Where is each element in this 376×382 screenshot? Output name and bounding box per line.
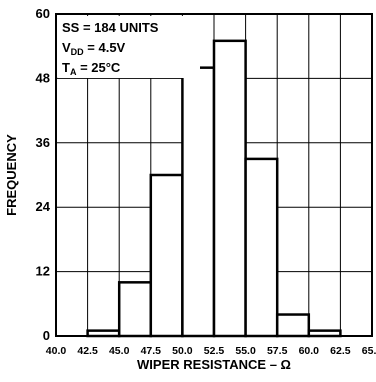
histogram-bar: [212, 39, 247, 338]
annotation-vdd: VDD = 4.5V: [62, 40, 126, 57]
annotation-ta-value: = 25°C: [76, 60, 120, 75]
x-tick-label: 57.5: [267, 345, 288, 357]
y-tick-label: 24: [36, 199, 51, 214]
annotation-vdd-value: = 4.5V: [84, 40, 126, 55]
x-axis-label: WIPER RESISTANCE – Ω: [137, 357, 291, 372]
annotation-ta-symbol: T: [62, 60, 70, 75]
x-tick-label: 65.0: [362, 345, 376, 357]
annotation-box: SS = 184 UNITS VDD = 4.5V TA = 25°C: [58, 16, 200, 78]
histogram-bar: [181, 66, 216, 338]
y-tick-label: 12: [36, 264, 50, 279]
annotation-vdd-symbol: V: [62, 40, 71, 55]
x-tick-labels: 40.0 42.5 45.0 47.5 50.0 52.5 55.0 57.5 60.0 62.5…: [46, 345, 376, 357]
y-tick-label: 60: [36, 6, 50, 21]
annotation-background: [58, 16, 200, 78]
y-tick-labels: 0 12 24 36 48 60: [36, 6, 51, 343]
x-tick-label: 42.5: [77, 345, 98, 357]
histogram-bar: [149, 173, 184, 338]
y-tick-label: 36: [36, 135, 50, 150]
x-tick-label: 50.0: [172, 345, 193, 357]
histogram-bar: [244, 157, 279, 338]
x-tick-label: 45.0: [109, 345, 130, 357]
y-axis-label: FREQUENCY: [4, 134, 19, 216]
y-tick-label: 0: [43, 328, 50, 343]
annotation-vdd-subscript: DD: [71, 47, 84, 57]
x-tick-label: 62.5: [330, 345, 351, 357]
annotation-ta: TA = 25°C: [62, 60, 121, 77]
bars: [86, 39, 342, 338]
annotation-sample-size: SS = 184 UNITS: [62, 20, 159, 35]
plot-frame: [55, 13, 373, 337]
x-tick-label: 55.0: [235, 345, 256, 357]
annotation-ta-subscript: A: [70, 67, 77, 77]
x-tick-label: 52.5: [204, 345, 225, 357]
y-tick-label: 48: [36, 70, 50, 85]
x-tick-label: 47.5: [141, 345, 162, 357]
x-tick-label: 40.0: [46, 345, 67, 357]
histogram-bar: [117, 281, 153, 338]
histogram-bar: [275, 313, 311, 338]
x-tick-label: 60.0: [299, 345, 320, 357]
